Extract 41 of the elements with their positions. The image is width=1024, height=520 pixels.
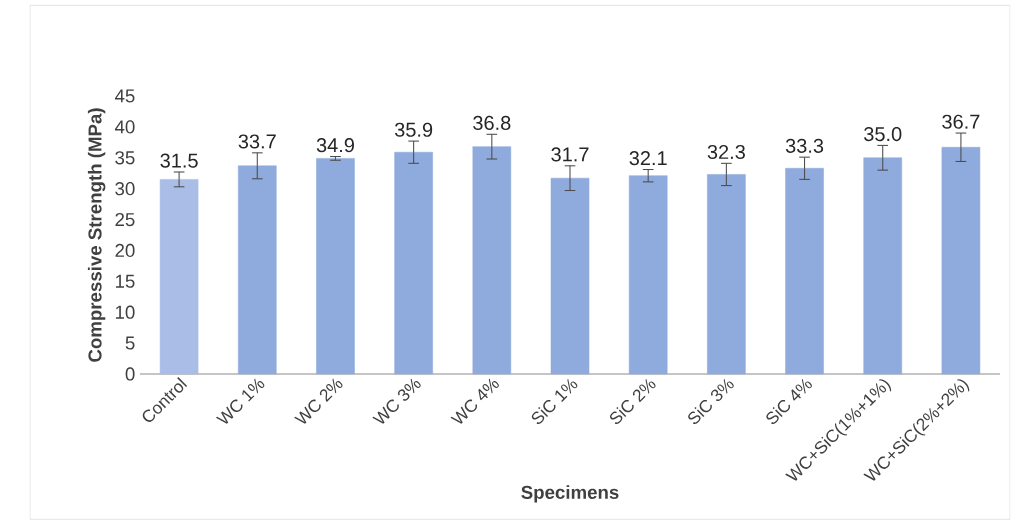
data-label: 31.5 — [160, 153, 198, 168]
bar — [628, 175, 668, 375]
data-label: 31.7 — [551, 147, 589, 162]
bar — [394, 151, 433, 375]
x-tick-label: SiC 1% — [531, 378, 578, 424]
y-tick-label: 35 — [115, 151, 135, 165]
data-label: 33.3 — [785, 138, 824, 153]
data-label: 33.7 — [238, 134, 276, 149]
y-tick-label: 10 — [115, 305, 135, 319]
y-tick-label: 30 — [115, 182, 135, 196]
bar — [472, 146, 512, 375]
data-label: 35.9 — [394, 122, 433, 137]
x-tick-label: WC 3% — [372, 378, 421, 424]
data-label: 32.1 — [629, 151, 667, 166]
x-tick-label: WC 2% — [294, 378, 343, 424]
bar — [159, 179, 199, 375]
bar — [550, 177, 590, 375]
x-tick-label: SiC 2% — [609, 378, 656, 424]
bar — [941, 147, 981, 375]
bar — [707, 174, 746, 375]
y-tick-label: 45 — [114, 89, 135, 103]
y-tick-label: 15 — [115, 274, 135, 288]
data-label: 32.3 — [707, 144, 745, 160]
data-label: 35.0 — [864, 126, 902, 142]
y-tick-label: 25 — [115, 212, 135, 227]
bar — [238, 165, 277, 375]
bar — [785, 168, 824, 375]
y-tick-label: 5 — [125, 336, 135, 350]
data-label: 36.8 — [473, 115, 511, 131]
data-label: 34.9 — [316, 138, 354, 153]
y-tick-label: 0 — [125, 367, 135, 381]
bar — [316, 158, 355, 375]
y-tick-label: 20 — [115, 243, 135, 258]
data-label: 36.7 — [942, 114, 980, 129]
bar — [863, 157, 902, 375]
x-tick-label: WC 4% — [450, 378, 499, 424]
y-axis-title: Compressive Strength (MPa) — [87, 108, 106, 362]
x-tick-label: WC 1% — [215, 378, 265, 424]
x-tick-label: SiC 3% — [688, 378, 734, 424]
x-axis-title: Specimens — [521, 485, 619, 503]
y-tick-label: 40 — [114, 120, 135, 134]
